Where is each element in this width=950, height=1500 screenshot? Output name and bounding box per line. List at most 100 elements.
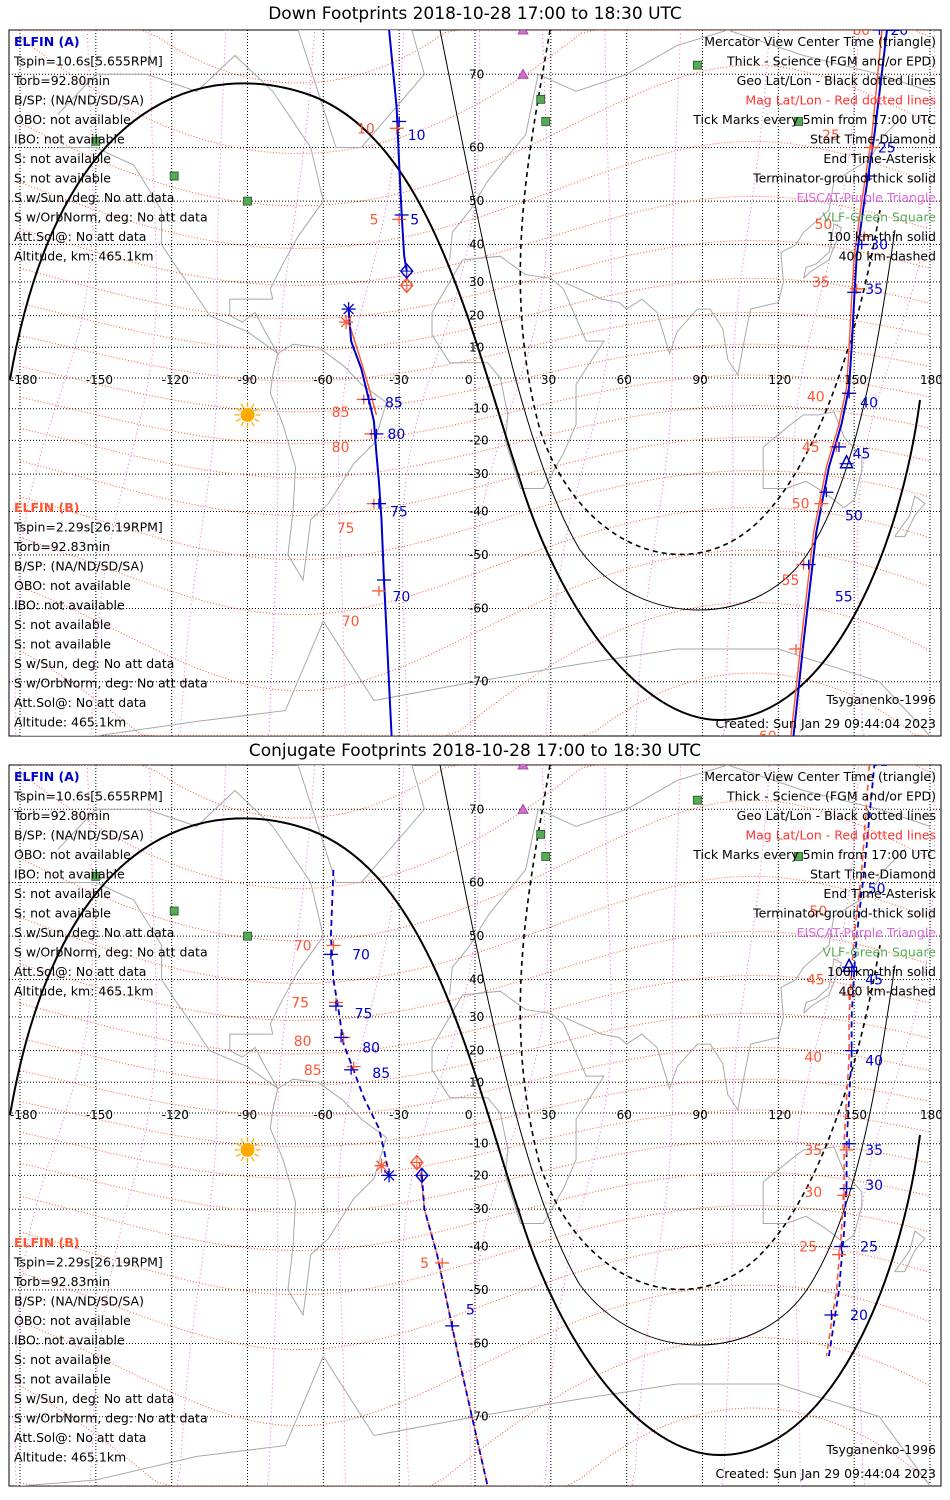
eiscat-triangle	[517, 68, 529, 79]
end-asterisk	[376, 1160, 387, 1172]
mag-lon-line	[174, 30, 231, 736]
elfin-b-tick-label: 85	[332, 405, 350, 421]
elfin-a-tick-label: 70	[352, 947, 370, 963]
sun-icon	[240, 421, 245, 427]
elfin-b-tick-label: 50	[792, 497, 810, 513]
terminator-100km	[439, 765, 896, 1346]
eiscat-triangle	[517, 765, 529, 770]
vlf-square	[541, 117, 551, 126]
lon-tick-label: 120	[768, 1108, 791, 1122]
elfin-a-info: OBO: not available	[14, 112, 131, 127]
lat-tick-label: 10	[469, 1075, 484, 1089]
elfin-a-tick-label: 35	[865, 282, 883, 298]
elfin-b-info: S w/OrbNorm, deg: No att data	[14, 676, 208, 691]
coastline	[803, 223, 843, 279]
elfin-a-tick-label: 25	[860, 1240, 878, 1256]
elfin-a-tick-label: 80	[387, 427, 405, 443]
lon-tick-label: -90	[238, 1108, 258, 1122]
lat-tick-label: 30	[469, 1010, 484, 1024]
elfin-b-tick-label: 60	[852, 23, 870, 39]
elfin-b-tick-label: 25	[822, 128, 840, 144]
eiscat-triangle	[517, 803, 529, 814]
legend-entry: End Time-Asterisk	[823, 886, 936, 901]
sun-icon	[250, 421, 255, 427]
elfin-a-info: S w/Sun, deg: No att data	[14, 925, 174, 940]
mag-lat-line	[19, 765, 931, 890]
mag-lat-line	[19, 343, 931, 413]
lon-tick-label: -90	[238, 373, 258, 387]
lat-tick-label: 50	[469, 194, 484, 208]
mag-lon-line	[88, 30, 158, 736]
coastline	[449, 30, 931, 261]
map-content: 70 75 80 85 5 50 45 40 35 30 25 20 70 75 80 85 5 50 45 40 35…	[9, 765, 943, 1486]
lon-tick-label: 90	[693, 373, 708, 387]
elfin-a-tick-label: 55	[835, 590, 853, 606]
vlf-square	[541, 852, 551, 861]
mag-lat-line	[19, 239, 931, 320]
coastline	[297, 765, 425, 883]
sun-icon	[250, 403, 255, 409]
elfin-b-info: Altitude: 465.1km	[14, 715, 126, 730]
lon-tick-label: 0	[465, 1108, 473, 1122]
terminator-400km	[519, 30, 881, 556]
panel1-title: Down Footprints 2018-10-28 17:00 to 18:3…	[268, 4, 682, 24]
lon-tick-label: 180	[920, 1108, 943, 1122]
elfin-a-track	[388, 30, 408, 272]
elfin-a-info: S: not available	[14, 151, 111, 166]
elfin-a-tick-label: 50	[845, 509, 863, 525]
elfin-a-info: S: not available	[14, 171, 111, 186]
elfin-b-info: ELFIN (B)	[14, 500, 79, 515]
terminator-ground	[9, 82, 921, 722]
lat-tick-label: -30	[469, 1202, 489, 1216]
lon-tick-label: 60	[617, 1108, 632, 1122]
vlf-square	[536, 94, 546, 104]
legend-entry: Mercator View Center Time (triangle)	[704, 769, 936, 784]
legend-entry: Start Time-Diamond	[810, 132, 936, 147]
lat-tick-label: 70	[469, 67, 484, 81]
sun-icon	[235, 1142, 241, 1147]
sun-icon	[254, 407, 260, 412]
legend-entry: Mag Lat/Lon - Red dotted lines	[745, 93, 936, 108]
elfin-a-tick-label: 40	[865, 1053, 883, 1069]
elfin-b-tick-label: 5	[370, 212, 379, 228]
lon-tick-label: 60	[617, 373, 632, 387]
lon-tick-label: -180	[10, 1108, 37, 1122]
legend-entry: VLF-Green Square	[822, 210, 936, 225]
elfin-a-info: Altitude, km: 465.1km	[14, 984, 154, 999]
lat-tick-label: -70	[469, 675, 489, 689]
lat-tick-label: -40	[469, 505, 489, 519]
elfin-a-track	[792, 30, 900, 736]
legend-entry: Geo Lat/Lon - Black dotted lines	[737, 73, 936, 88]
mag-lat-line	[19, 436, 931, 517]
lat-tick-label: -30	[469, 467, 489, 481]
mag-lat-line	[19, 799, 931, 942]
mag-lat-line	[19, 1171, 931, 1252]
elfin-a-info: B/SP: (NA/ND/SD/SA)	[14, 828, 144, 843]
elfin-b-info: S w/Sun, deg: No att data	[14, 656, 174, 671]
elfin-a-tick-label: 85	[385, 396, 403, 412]
lat-tick-label: -60	[469, 601, 489, 615]
elfin-a-info: S: not available	[14, 886, 111, 901]
elfin-b-tick-label: 40	[807, 389, 825, 405]
legend-entry: Mercator View Center Time (triangle)	[704, 34, 936, 49]
vlf-square	[794, 852, 803, 861]
elfin-a-info: Torb=92.80min	[13, 73, 110, 88]
elfin-a-tick-label: 5	[410, 212, 419, 228]
mag-lon-line	[856, 765, 936, 1486]
lat-tick-label: 20	[469, 309, 484, 323]
elfin-a-tick-label: 45	[865, 972, 883, 988]
elfin-a-tick-label: 10	[408, 128, 426, 144]
view-center-triangle	[841, 957, 857, 973]
lon-tick-label: -150	[86, 373, 113, 387]
elfin-b-tick-label: 60	[759, 729, 777, 745]
lat-tick-label: -50	[469, 1283, 489, 1297]
lon-tick-label: 150	[844, 373, 867, 387]
end-asterisk	[383, 1169, 395, 1181]
coastline	[762, 1146, 863, 1244]
elfin-a-tick-label: 25	[878, 141, 896, 157]
lon-tick-label: 150	[844, 1108, 867, 1122]
lat-tick-label: 40	[469, 972, 484, 986]
vlf-square	[91, 136, 101, 146]
legend-entry: 400 km-dashed	[839, 249, 936, 264]
